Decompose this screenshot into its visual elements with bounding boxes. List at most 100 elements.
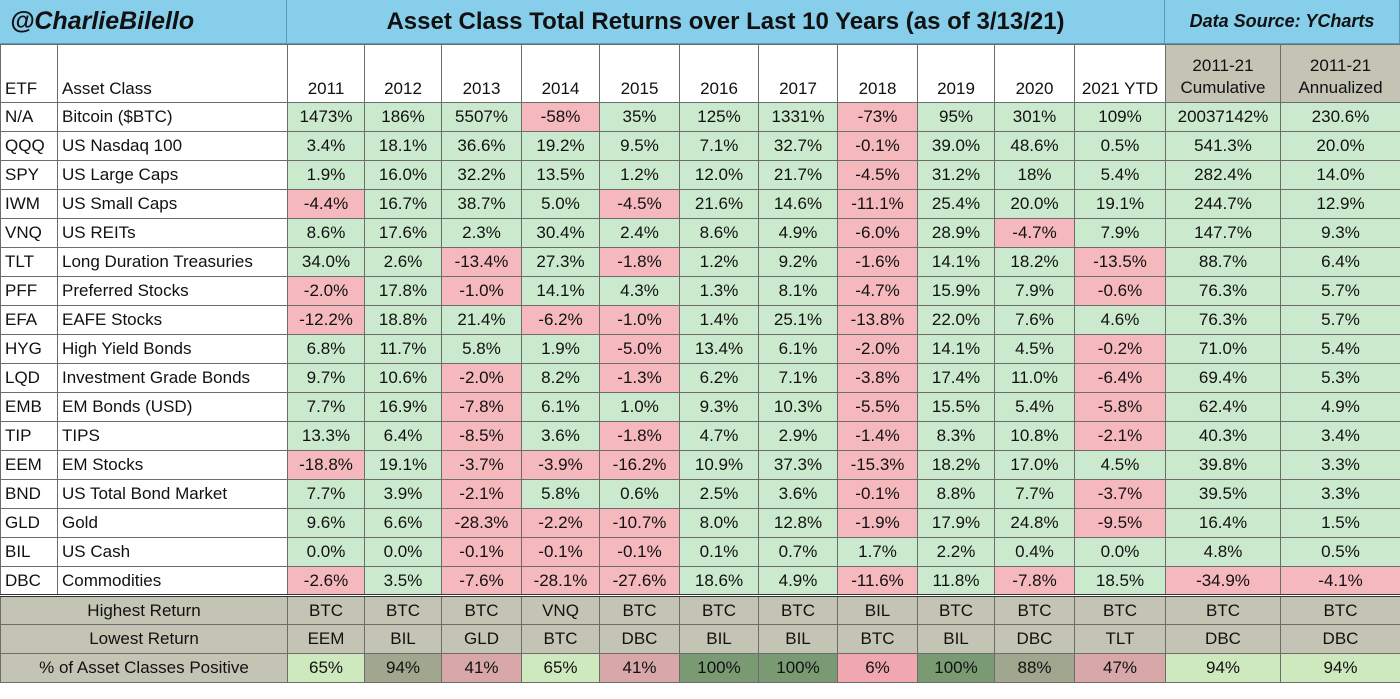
table-row: BIL US Cash 0.0% 0.0% -0.1% -0.1% -0.1% 0.1% 0.7…: [0, 537, 1400, 567]
annualized-cell: 5.3%: [1280, 363, 1400, 393]
summary-label: Lowest Return: [0, 624, 288, 654]
lowest-return-cell: DBC: [599, 624, 680, 654]
cumulative-cell: 4.8%: [1165, 537, 1281, 567]
cumulative-period: 2011-21: [1192, 56, 1254, 75]
return-cell: 8.3%: [917, 421, 995, 451]
return-cell: 9.6%: [287, 508, 365, 538]
cumulative-cell: 69.4%: [1165, 363, 1281, 393]
lowest-return-cell: TLT: [1074, 624, 1166, 654]
return-cell: -4.5%: [837, 160, 918, 190]
return-cell: 14.1%: [917, 247, 995, 277]
percent-positive-row: % of Asset Classes Positive 65% 94% 41% 65% 4…: [0, 653, 1400, 683]
return-cell: 8.6%: [287, 218, 365, 248]
highest-return-cell: BTC: [441, 594, 522, 625]
return-cell: -2.1%: [1074, 421, 1166, 451]
return-cell: 8.1%: [758, 276, 838, 306]
return-cell: -28.1%: [521, 566, 600, 596]
percent-positive-cell: 100%: [917, 653, 995, 683]
col-header-year: 2016: [679, 44, 759, 103]
cumulative-label: Cumulative: [1180, 78, 1266, 97]
return-cell: 27.3%: [521, 247, 600, 277]
return-cell: -13.5%: [1074, 247, 1166, 277]
return-cell: 25.4%: [917, 189, 995, 219]
col-header-etf: ETF: [0, 44, 58, 103]
return-cell: 0.7%: [758, 537, 838, 567]
highest-return-cell: BTC: [364, 594, 442, 625]
return-cell: -2.0%: [441, 363, 522, 393]
percent-positive-cell: 6%: [837, 653, 918, 683]
percent-positive-cell: 94%: [1165, 653, 1281, 683]
return-cell: -1.8%: [599, 421, 680, 451]
return-cell: 3.9%: [364, 479, 442, 509]
cumulative-cell: 39.8%: [1165, 450, 1281, 480]
return-cell: 17.0%: [994, 450, 1075, 480]
annualized-cell: 5.7%: [1280, 305, 1400, 335]
return-cell: 39.0%: [917, 131, 995, 161]
return-cell: -0.1%: [441, 537, 522, 567]
returns-table: ETF Asset Class 2011 2012 2013 2014 2015…: [0, 44, 1400, 683]
return-cell: 6.2%: [679, 363, 759, 393]
return-cell: 1.0%: [599, 392, 680, 422]
table-row: QQQ US Nasdaq 100 3.4% 18.1% 36.6% 19.2% 9.5% 7…: [0, 131, 1400, 161]
return-cell: 7.6%: [994, 305, 1075, 335]
return-cell: 28.9%: [917, 218, 995, 248]
percent-positive-cell: 94%: [364, 653, 442, 683]
return-cell: 17.8%: [364, 276, 442, 306]
return-cell: 19.1%: [1074, 189, 1166, 219]
cumulative-cell: 282.4%: [1165, 160, 1281, 190]
return-cell: 36.6%: [441, 131, 522, 161]
return-cell: 24.8%: [994, 508, 1075, 538]
highest-return-cell: BTC: [1074, 594, 1166, 625]
annualized-cell: 3.4%: [1280, 421, 1400, 451]
col-header-year: 2014: [521, 44, 600, 103]
return-cell: 30.4%: [521, 218, 600, 248]
return-cell: 17.9%: [917, 508, 995, 538]
return-cell: 7.1%: [679, 131, 759, 161]
asset-class-name: Preferred Stocks: [57, 276, 288, 306]
return-cell: 11.8%: [917, 566, 995, 596]
return-cell: 4.3%: [599, 276, 680, 306]
return-cell: -4.4%: [287, 189, 365, 219]
return-cell: 6.1%: [758, 334, 838, 364]
return-cell: 2.3%: [441, 218, 522, 248]
return-cell: 12.8%: [758, 508, 838, 538]
return-cell: 3.6%: [758, 479, 838, 509]
return-cell: -15.3%: [837, 450, 918, 480]
return-cell: 0.0%: [364, 537, 442, 567]
return-cell: 2.6%: [364, 247, 442, 277]
return-cell: -9.5%: [1074, 508, 1166, 538]
asset-class-name: US Large Caps: [57, 160, 288, 190]
return-cell: 2.4%: [599, 218, 680, 248]
etf-ticker: BIL: [0, 537, 58, 567]
highest-return-cell: BTC: [758, 594, 838, 625]
annualized-cell: 3.3%: [1280, 479, 1400, 509]
return-cell: -1.3%: [599, 363, 680, 393]
return-cell: 5.4%: [1074, 160, 1166, 190]
return-cell: 18.2%: [994, 247, 1075, 277]
cumulative-cell: 76.3%: [1165, 305, 1281, 335]
return-cell: -6.0%: [837, 218, 918, 248]
return-cell: 3.5%: [364, 566, 442, 596]
etf-ticker: N/A: [0, 102, 58, 132]
return-cell: -4.7%: [994, 218, 1075, 248]
table-row: IWM US Small Caps -4.4% 16.7% 38.7% 5.0% -4.5%…: [0, 189, 1400, 219]
lowest-return-cell: BIL: [917, 624, 995, 654]
lowest-return-cell: BTC: [521, 624, 600, 654]
return-cell: -5.5%: [837, 392, 918, 422]
return-cell: 14.6%: [758, 189, 838, 219]
return-cell: -3.7%: [1074, 479, 1166, 509]
return-cell: 186%: [364, 102, 442, 132]
return-cell: -0.1%: [599, 537, 680, 567]
return-cell: -58%: [521, 102, 600, 132]
etf-ticker: BND: [0, 479, 58, 509]
etf-ticker: PFF: [0, 276, 58, 306]
return-cell: -10.7%: [599, 508, 680, 538]
annualized-cell: 1.5%: [1280, 508, 1400, 538]
return-cell: 21.6%: [679, 189, 759, 219]
return-cell: -5.0%: [599, 334, 680, 364]
return-cell: 0.4%: [994, 537, 1075, 567]
annualized-label: Annualized: [1298, 78, 1383, 97]
return-cell: 32.2%: [441, 160, 522, 190]
return-cell: 109%: [1074, 102, 1166, 132]
return-cell: 7.7%: [287, 479, 365, 509]
